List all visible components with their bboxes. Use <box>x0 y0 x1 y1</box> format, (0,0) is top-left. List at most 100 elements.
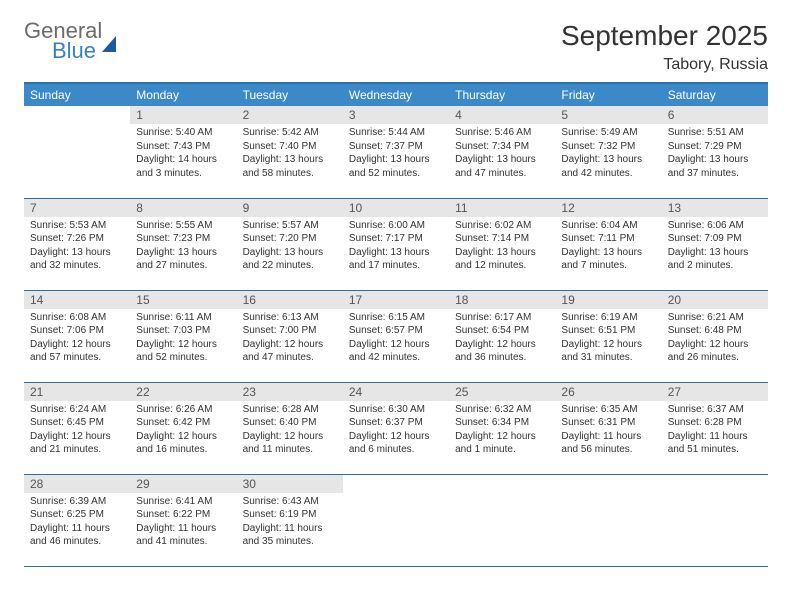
day-number: 6 <box>662 106 768 124</box>
calendar-cell: 27Sunrise: 6:37 AMSunset: 6:28 PMDayligh… <box>662 382 768 474</box>
calendar-cell: 1Sunrise: 5:40 AMSunset: 7:43 PMDaylight… <box>130 106 236 198</box>
calendar-cell: .. <box>662 474 768 566</box>
calendar-cell: 20Sunrise: 6:21 AMSunset: 6:48 PMDayligh… <box>662 290 768 382</box>
day-content: Sunrise: 6:19 AMSunset: 6:51 PMDaylight:… <box>555 309 661 369</box>
day-number: 20 <box>662 291 768 309</box>
day-content: Sunrise: 6:21 AMSunset: 6:48 PMDaylight:… <box>662 309 768 369</box>
weekday-header: Friday <box>555 83 661 106</box>
day-number: 1 <box>130 106 236 124</box>
calendar-cell: .. <box>24 106 130 198</box>
logo-word-2: Blue <box>52 40 102 62</box>
day-content: Sunrise: 5:55 AMSunset: 7:23 PMDaylight:… <box>130 217 236 277</box>
calendar-cell: 25Sunrise: 6:32 AMSunset: 6:34 PMDayligh… <box>449 382 555 474</box>
logo-text: General Blue <box>24 20 102 62</box>
day-content: Sunrise: 6:02 AMSunset: 7:14 PMDaylight:… <box>449 217 555 277</box>
calendar-cell: 28Sunrise: 6:39 AMSunset: 6:25 PMDayligh… <box>24 474 130 566</box>
day-content: Sunrise: 6:00 AMSunset: 7:17 PMDaylight:… <box>343 217 449 277</box>
day-number: 28 <box>24 475 130 493</box>
day-content: Sunrise: 6:24 AMSunset: 6:45 PMDaylight:… <box>24 401 130 461</box>
day-number: 14 <box>24 291 130 309</box>
weekday-header: Tuesday <box>237 83 343 106</box>
day-number: 19 <box>555 291 661 309</box>
day-content: Sunrise: 6:11 AMSunset: 7:03 PMDaylight:… <box>130 309 236 369</box>
calendar-cell: 12Sunrise: 6:04 AMSunset: 7:11 PMDayligh… <box>555 198 661 290</box>
day-number: 17 <box>343 291 449 309</box>
calendar-cell: 18Sunrise: 6:17 AMSunset: 6:54 PMDayligh… <box>449 290 555 382</box>
calendar-cell: 16Sunrise: 6:13 AMSunset: 7:00 PMDayligh… <box>237 290 343 382</box>
day-content: Sunrise: 6:04 AMSunset: 7:11 PMDaylight:… <box>555 217 661 277</box>
calendar-cell: .. <box>555 474 661 566</box>
day-content: Sunrise: 6:35 AMSunset: 6:31 PMDaylight:… <box>555 401 661 461</box>
page-title: September 2025 <box>561 20 768 52</box>
day-content: Sunrise: 6:08 AMSunset: 7:06 PMDaylight:… <box>24 309 130 369</box>
day-number: 15 <box>130 291 236 309</box>
day-content: Sunrise: 6:39 AMSunset: 6:25 PMDaylight:… <box>24 493 130 553</box>
calendar-cell: 21Sunrise: 6:24 AMSunset: 6:45 PMDayligh… <box>24 382 130 474</box>
day-number: 21 <box>24 383 130 401</box>
weekday-header-row: SundayMondayTuesdayWednesdayThursdayFrid… <box>24 83 768 106</box>
calendar-cell: 4Sunrise: 5:46 AMSunset: 7:34 PMDaylight… <box>449 106 555 198</box>
day-number: 24 <box>343 383 449 401</box>
day-number: 29 <box>130 475 236 493</box>
calendar-body: ..1Sunrise: 5:40 AMSunset: 7:43 PMDaylig… <box>24 106 768 566</box>
day-number: 3 <box>343 106 449 124</box>
calendar-cell: 14Sunrise: 6:08 AMSunset: 7:06 PMDayligh… <box>24 290 130 382</box>
day-content: Sunrise: 5:57 AMSunset: 7:20 PMDaylight:… <box>237 217 343 277</box>
day-content: Sunrise: 6:17 AMSunset: 6:54 PMDaylight:… <box>449 309 555 369</box>
day-content: Sunrise: 5:42 AMSunset: 7:40 PMDaylight:… <box>237 124 343 184</box>
calendar-cell: 5Sunrise: 5:49 AMSunset: 7:32 PMDaylight… <box>555 106 661 198</box>
calendar-row: 14Sunrise: 6:08 AMSunset: 7:06 PMDayligh… <box>24 290 768 382</box>
day-content: Sunrise: 6:37 AMSunset: 6:28 PMDaylight:… <box>662 401 768 461</box>
day-content: Sunrise: 6:13 AMSunset: 7:00 PMDaylight:… <box>237 309 343 369</box>
weekday-header: Monday <box>130 83 236 106</box>
calendar-row: ..1Sunrise: 5:40 AMSunset: 7:43 PMDaylig… <box>24 106 768 198</box>
day-number: 22 <box>130 383 236 401</box>
day-content: Sunrise: 6:15 AMSunset: 6:57 PMDaylight:… <box>343 309 449 369</box>
weekday-header: Saturday <box>662 83 768 106</box>
day-content: Sunrise: 6:32 AMSunset: 6:34 PMDaylight:… <box>449 401 555 461</box>
day-number: 2 <box>237 106 343 124</box>
calendar-cell: 8Sunrise: 5:55 AMSunset: 7:23 PMDaylight… <box>130 198 236 290</box>
day-number: 12 <box>555 199 661 217</box>
calendar-cell: 10Sunrise: 6:00 AMSunset: 7:17 PMDayligh… <box>343 198 449 290</box>
day-number: 11 <box>449 199 555 217</box>
header: General Blue September 2025 Tabory, Russ… <box>24 20 768 74</box>
logo: General Blue <box>24 20 116 62</box>
calendar-cell: 17Sunrise: 6:15 AMSunset: 6:57 PMDayligh… <box>343 290 449 382</box>
calendar-cell: 9Sunrise: 5:57 AMSunset: 7:20 PMDaylight… <box>237 198 343 290</box>
calendar-cell: .. <box>449 474 555 566</box>
day-number: 8 <box>130 199 236 217</box>
calendar-cell: 26Sunrise: 6:35 AMSunset: 6:31 PMDayligh… <box>555 382 661 474</box>
day-content: Sunrise: 6:26 AMSunset: 6:42 PMDaylight:… <box>130 401 236 461</box>
day-number: 13 <box>662 199 768 217</box>
calendar-cell: 11Sunrise: 6:02 AMSunset: 7:14 PMDayligh… <box>449 198 555 290</box>
calendar-cell: 3Sunrise: 5:44 AMSunset: 7:37 PMDaylight… <box>343 106 449 198</box>
day-number: 4 <box>449 106 555 124</box>
calendar-cell: 30Sunrise: 6:43 AMSunset: 6:19 PMDayligh… <box>237 474 343 566</box>
day-number: 30 <box>237 475 343 493</box>
weekday-header: Wednesday <box>343 83 449 106</box>
day-number: 7 <box>24 199 130 217</box>
calendar-cell: 13Sunrise: 6:06 AMSunset: 7:09 PMDayligh… <box>662 198 768 290</box>
calendar-row: 7Sunrise: 5:53 AMSunset: 7:26 PMDaylight… <box>24 198 768 290</box>
day-content: Sunrise: 6:41 AMSunset: 6:22 PMDaylight:… <box>130 493 236 553</box>
day-content: Sunrise: 6:06 AMSunset: 7:09 PMDaylight:… <box>662 217 768 277</box>
calendar-cell: 23Sunrise: 6:28 AMSunset: 6:40 PMDayligh… <box>237 382 343 474</box>
day-content: Sunrise: 5:46 AMSunset: 7:34 PMDaylight:… <box>449 124 555 184</box>
calendar-cell: 7Sunrise: 5:53 AMSunset: 7:26 PMDaylight… <box>24 198 130 290</box>
day-content: Sunrise: 5:51 AMSunset: 7:29 PMDaylight:… <box>662 124 768 184</box>
calendar-cell: 29Sunrise: 6:41 AMSunset: 6:22 PMDayligh… <box>130 474 236 566</box>
day-content: Sunrise: 6:43 AMSunset: 6:19 PMDaylight:… <box>237 493 343 553</box>
weekday-header: Sunday <box>24 83 130 106</box>
calendar-table: SundayMondayTuesdayWednesdayThursdayFrid… <box>24 82 768 567</box>
calendar-cell: 24Sunrise: 6:30 AMSunset: 6:37 PMDayligh… <box>343 382 449 474</box>
day-content: Sunrise: 5:53 AMSunset: 7:26 PMDaylight:… <box>24 217 130 277</box>
day-number: 23 <box>237 383 343 401</box>
weekday-header: Thursday <box>449 83 555 106</box>
calendar-cell: 22Sunrise: 6:26 AMSunset: 6:42 PMDayligh… <box>130 382 236 474</box>
calendar-row: 28Sunrise: 6:39 AMSunset: 6:25 PMDayligh… <box>24 474 768 566</box>
calendar-cell: 19Sunrise: 6:19 AMSunset: 6:51 PMDayligh… <box>555 290 661 382</box>
day-number: 25 <box>449 383 555 401</box>
day-content: Sunrise: 6:30 AMSunset: 6:37 PMDaylight:… <box>343 401 449 461</box>
sail-icon <box>102 36 116 52</box>
